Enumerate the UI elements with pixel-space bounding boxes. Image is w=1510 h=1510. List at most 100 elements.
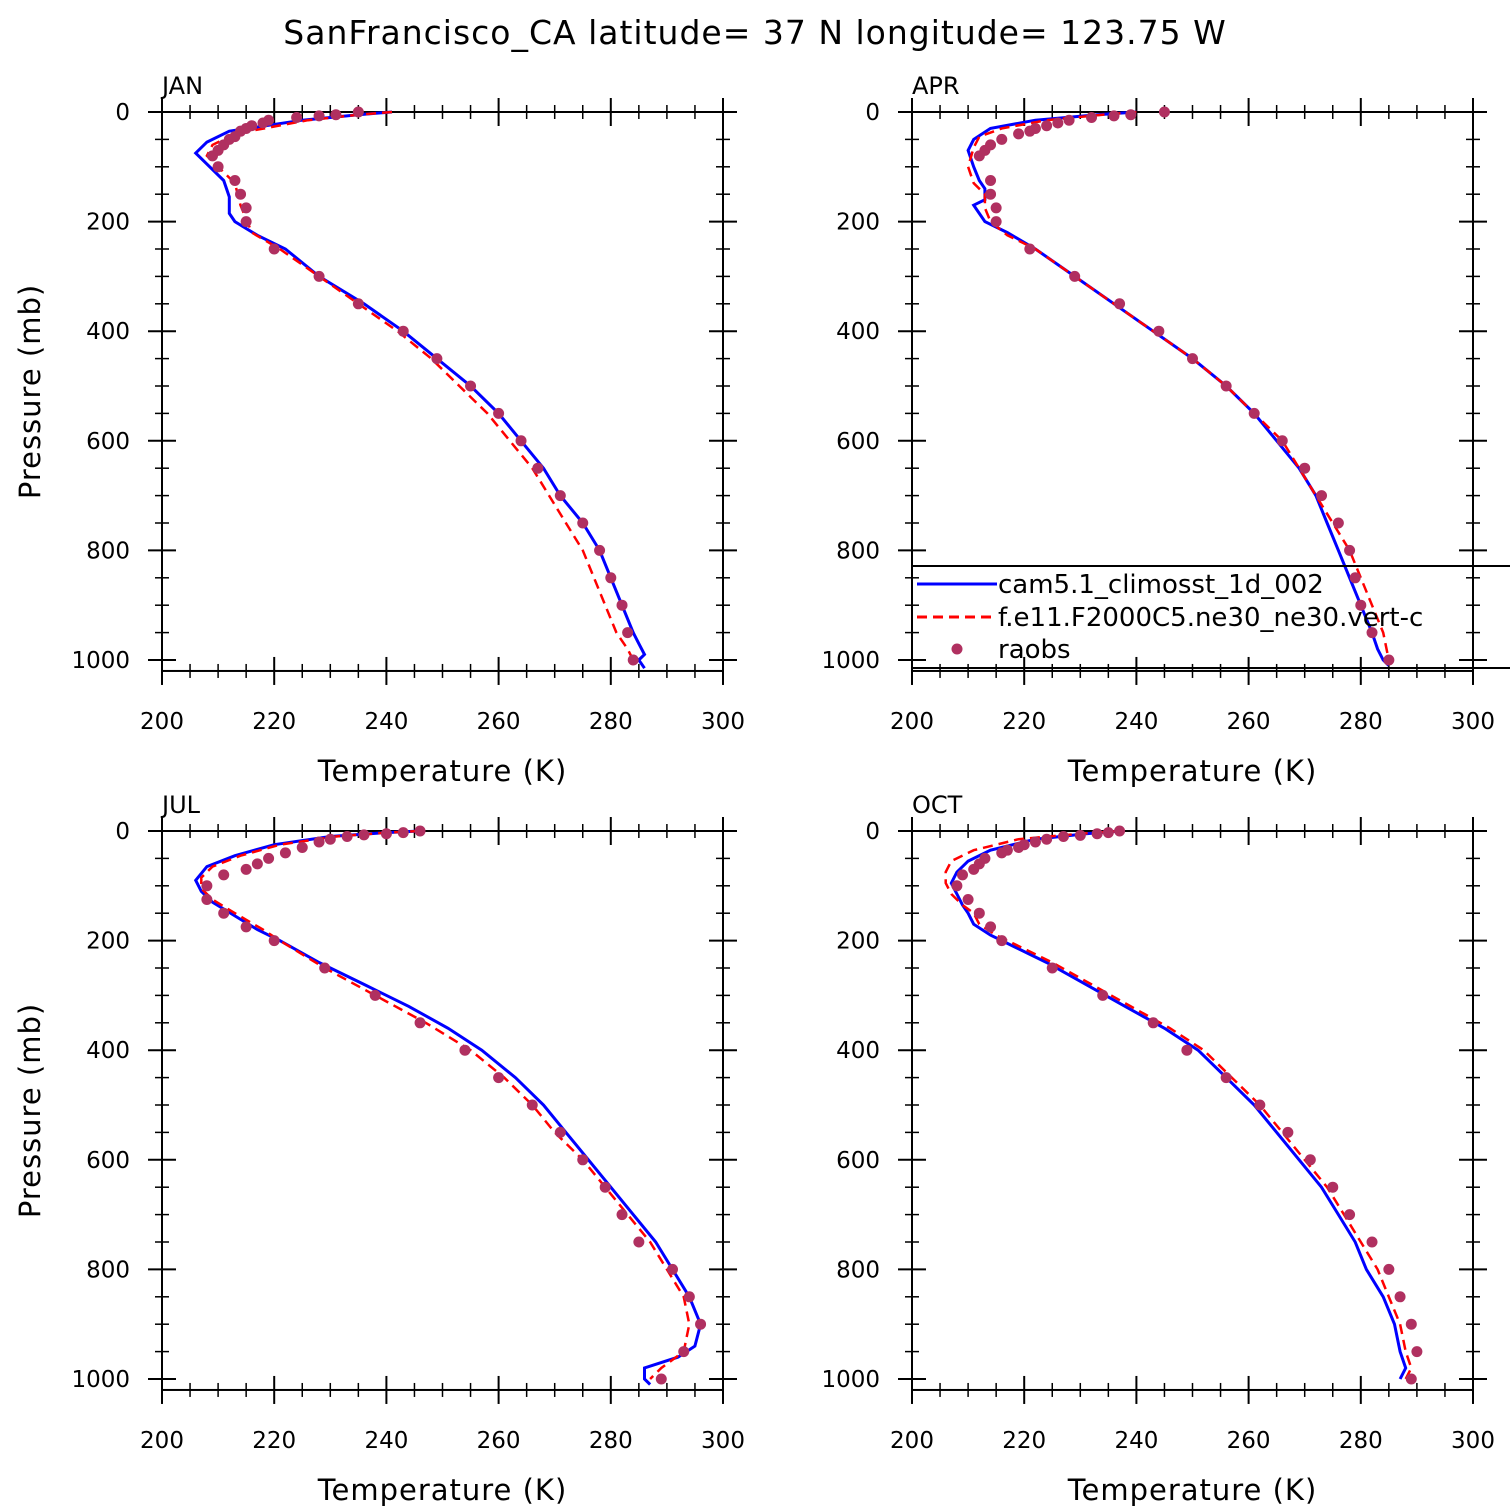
x-axis-label: Temperature (K) — [317, 1473, 568, 1507]
panel-oct: OCT 0 200 400 600 800 1000 200 220 240 260 280 300 Te… — [821, 791, 1495, 1507]
raobs-point — [996, 847, 1008, 859]
raobs-point — [968, 863, 980, 875]
x-tick-label: 220 — [1002, 1428, 1046, 1454]
y-tick-label: 400 — [86, 1038, 130, 1064]
raobs-point — [268, 935, 280, 947]
raobs-point — [1108, 110, 1120, 122]
legend-marker-dot — [951, 643, 963, 655]
raobs-point — [973, 150, 985, 162]
raobs-point — [212, 161, 224, 173]
raobs-point — [218, 907, 230, 919]
raobs-point — [616, 1209, 628, 1221]
y-tick-label: 0 — [115, 819, 130, 845]
raobs-point — [279, 847, 291, 859]
raobs-point — [683, 1291, 695, 1303]
raobs-point — [240, 921, 252, 933]
raobs-point — [1282, 1126, 1294, 1138]
raobs-point — [554, 1126, 566, 1138]
y-tick-label: 200 — [86, 210, 130, 236]
series-line-cam5 — [193, 829, 703, 1386]
raobs-point — [616, 599, 628, 611]
raobs-point — [1125, 109, 1137, 121]
page-title: SanFrancisco_CA latitude= 37 N longitude… — [283, 13, 1226, 52]
raobs-point — [1013, 128, 1025, 140]
raobs-point — [526, 1099, 538, 1111]
x-tick-label: 280 — [589, 1428, 633, 1454]
raobs-point — [1013, 841, 1025, 853]
raobs-point — [201, 880, 213, 892]
raobs-point — [1411, 1346, 1423, 1358]
raobs-point — [313, 270, 325, 282]
raobs-point — [1024, 125, 1036, 137]
panel-label: APR — [912, 72, 960, 100]
legend-label: f.e11.F2000C5.ne30_ne30.vert-c — [998, 603, 1423, 633]
raobs-point — [263, 852, 275, 864]
raobs-point — [358, 829, 370, 841]
raobs-point — [622, 627, 634, 639]
series-line-f-e11 — [944, 829, 1413, 1380]
raobs-point — [605, 572, 617, 584]
raobs-point — [1366, 1236, 1378, 1248]
raobs-point — [1041, 833, 1053, 845]
raobs-point — [1153, 325, 1165, 337]
x-tick-label: 240 — [364, 709, 408, 735]
raobs-point — [251, 858, 263, 870]
y-tick-label: 0 — [865, 100, 880, 126]
raobs-point — [627, 654, 639, 666]
y-tick-label: 600 — [836, 429, 880, 455]
raobs-point — [1041, 120, 1053, 132]
x-tick-label: 240 — [364, 1428, 408, 1454]
raobs-point — [240, 202, 252, 214]
panel-apr: APR 0 200 400 600 800 1000 200 220 240 260 280 300 Te… — [821, 72, 1495, 788]
raobs-point — [397, 325, 409, 337]
y-tick-label: 800 — [836, 1257, 880, 1283]
series-line-cam5 — [193, 110, 647, 670]
raobs-point — [1024, 243, 1036, 255]
raobs-point — [1057, 830, 1069, 842]
raobs-point — [352, 298, 364, 310]
raobs-point — [291, 111, 303, 123]
raobs-point — [1220, 1072, 1232, 1084]
y-tick-label: 1000 — [821, 1367, 880, 1393]
raobs-point — [431, 353, 443, 365]
x-axis-label: Temperature (K) — [1067, 1473, 1318, 1507]
x-tick-label: 300 — [701, 709, 745, 735]
raobs-point — [1405, 1318, 1417, 1330]
raobs-point — [1327, 1181, 1339, 1193]
x-tick-label: 240 — [1114, 1428, 1158, 1454]
raobs-point — [313, 836, 325, 848]
y-axis-label: Pressure (mb) — [13, 1003, 47, 1218]
x-tick-label: 300 — [701, 1428, 745, 1454]
raobs-point — [1074, 829, 1086, 841]
raobs-point — [1102, 827, 1114, 839]
raobs-point — [414, 825, 426, 837]
x-tick-label: 260 — [1227, 1428, 1271, 1454]
y-tick-label: 1000 — [71, 648, 130, 674]
series-line-f-e11 — [200, 829, 691, 1380]
x-tick-label: 220 — [252, 1428, 296, 1454]
raobs-point — [985, 921, 997, 933]
raobs-point — [599, 1181, 611, 1193]
raobs-point — [330, 109, 342, 121]
raobs-point — [1091, 828, 1103, 840]
series-line-cam5 — [966, 110, 1390, 667]
raobs-point — [1332, 517, 1344, 529]
panel-label: JUL — [160, 791, 201, 819]
raobs-point — [465, 380, 477, 392]
raobs-point — [493, 407, 505, 419]
raobs-point — [1097, 989, 1109, 1001]
raobs-point — [1063, 114, 1075, 126]
raobs-point — [380, 828, 392, 840]
series-line-cam5 — [949, 829, 1408, 1380]
raobs-point — [996, 935, 1008, 947]
plot-frame — [911, 830, 1474, 1391]
raobs-point — [1355, 599, 1367, 611]
raobs-point — [985, 188, 997, 200]
x-tick-label: 220 — [1002, 709, 1046, 735]
raobs-point — [240, 863, 252, 875]
y-axis-label: Pressure (mb) — [13, 284, 47, 499]
y-tick-label: 200 — [836, 929, 880, 955]
raobs-point — [515, 435, 527, 447]
raobs-point — [1276, 435, 1288, 447]
raobs-point — [1304, 1154, 1316, 1166]
